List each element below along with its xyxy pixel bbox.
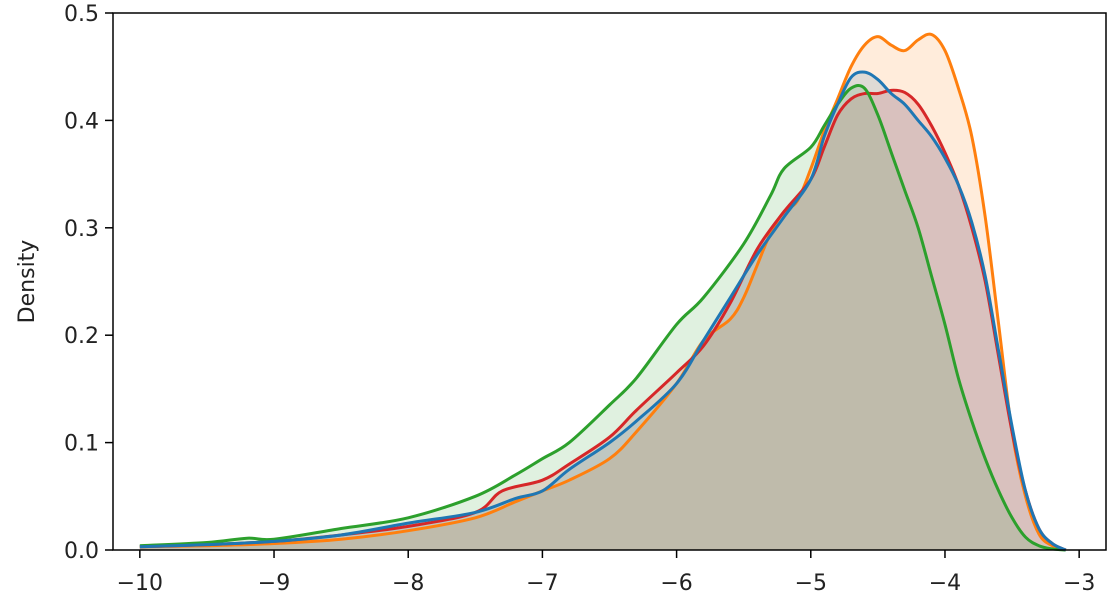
x-tick-label: −6 bbox=[660, 571, 692, 596]
y-tick-label: 0.5 bbox=[64, 2, 99, 27]
density-line-3 bbox=[139, 83, 1066, 552]
x-axis: −10 −9 −8 −7 −6 −5 −4 −3 bbox=[117, 550, 1095, 596]
density-fills bbox=[139, 34, 1066, 551]
x-tick-label: −8 bbox=[392, 571, 424, 596]
y-tick-label: 0.2 bbox=[64, 324, 99, 349]
x-tick-label: −9 bbox=[258, 571, 290, 596]
y-tick-label: 0.1 bbox=[64, 432, 99, 457]
y-tick-label: 0.0 bbox=[64, 539, 99, 564]
density-fill-1 bbox=[139, 34, 1066, 550]
x-tick-label: −10 bbox=[117, 571, 163, 596]
y-axis-label: Density bbox=[15, 240, 40, 324]
y-tick-label: 0.4 bbox=[64, 109, 99, 134]
density-fill-2 bbox=[139, 90, 1066, 550]
density-lines bbox=[139, 32, 1067, 552]
x-tick-label: −5 bbox=[795, 571, 827, 596]
density-line-1 bbox=[139, 32, 1067, 552]
plot-frame bbox=[112, 12, 1107, 551]
density-fill-4 bbox=[139, 71, 1066, 551]
x-tick-label: −3 bbox=[1063, 571, 1095, 596]
x-tick-label: −7 bbox=[526, 571, 558, 596]
density-fill-3 bbox=[139, 85, 1066, 550]
y-axis: 0.0 0.1 0.2 0.3 0.4 0.5 bbox=[64, 2, 113, 564]
density-line-4 bbox=[139, 70, 1067, 552]
x-tick-label: −4 bbox=[929, 571, 961, 596]
y-tick-label: 0.3 bbox=[64, 217, 99, 242]
